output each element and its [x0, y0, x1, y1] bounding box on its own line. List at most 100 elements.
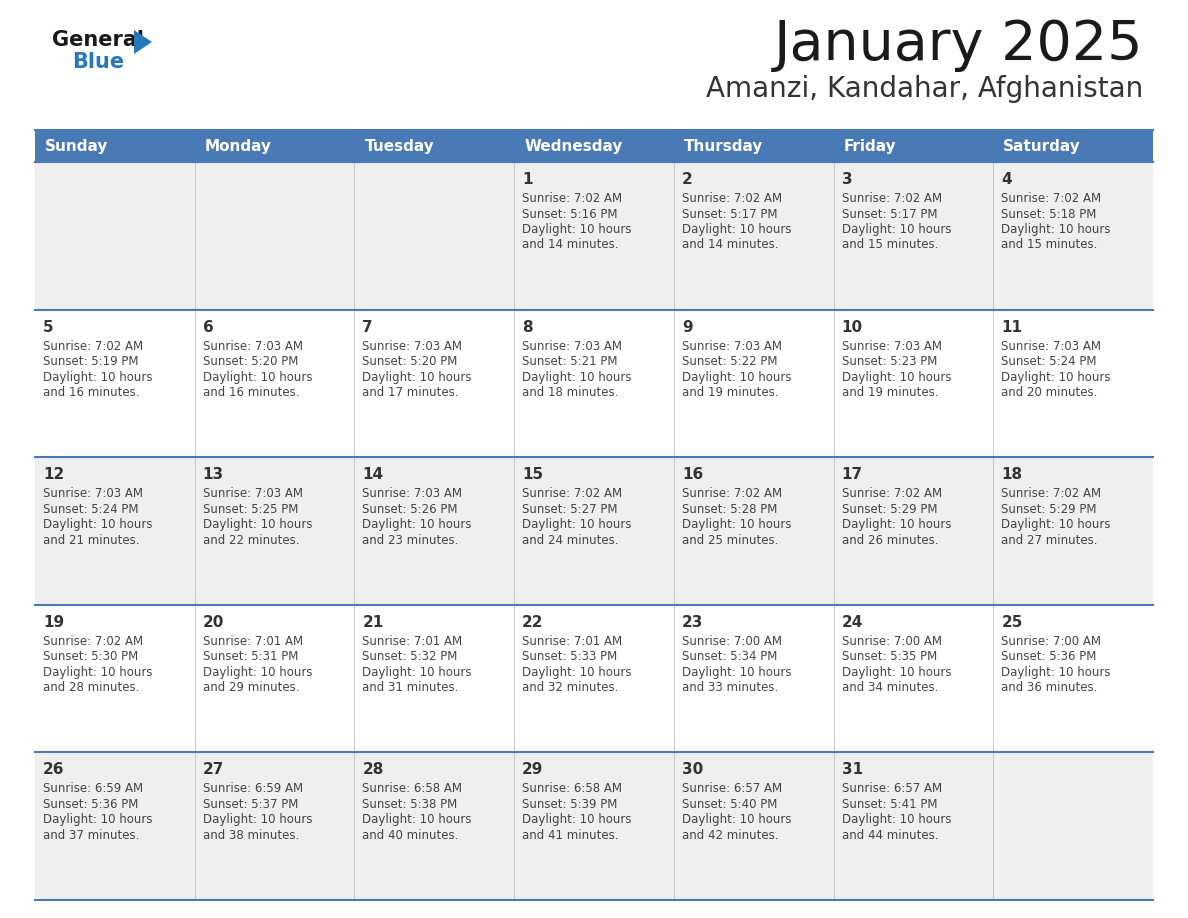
Text: and 23 minutes.: and 23 minutes.	[362, 533, 459, 547]
Text: 4: 4	[1001, 172, 1012, 187]
Bar	[34, 309, 1154, 457]
Text: Sunrise: 7:03 AM: Sunrise: 7:03 AM	[203, 340, 303, 353]
Text: Saturday: Saturday	[1004, 139, 1081, 153]
Text: Sunset: 5:17 PM: Sunset: 5:17 PM	[841, 207, 937, 220]
Text: Sunset: 5:24 PM: Sunset: 5:24 PM	[1001, 355, 1097, 368]
Text: Sunset: 5:19 PM: Sunset: 5:19 PM	[43, 355, 139, 368]
Text: and 41 minutes.: and 41 minutes.	[523, 829, 619, 842]
Text: Sunset: 5:21 PM: Sunset: 5:21 PM	[523, 355, 618, 368]
Text: Sunset: 5:22 PM: Sunset: 5:22 PM	[682, 355, 777, 368]
Text: 22: 22	[523, 615, 544, 630]
Text: and 17 minutes.: and 17 minutes.	[362, 386, 459, 399]
Text: Sunrise: 7:00 AM: Sunrise: 7:00 AM	[841, 635, 942, 648]
Text: Sunrise: 7:02 AM: Sunrise: 7:02 AM	[43, 635, 143, 648]
Text: Daylight: 10 hours: Daylight: 10 hours	[523, 371, 632, 384]
Text: Daylight: 10 hours: Daylight: 10 hours	[203, 371, 312, 384]
Text: Wednesday: Wednesday	[524, 139, 623, 153]
Text: and 29 minutes.: and 29 minutes.	[203, 681, 299, 694]
Text: Sunset: 5:36 PM: Sunset: 5:36 PM	[43, 798, 138, 811]
Text: Sunrise: 7:02 AM: Sunrise: 7:02 AM	[523, 487, 623, 500]
Text: Sunrise: 7:03 AM: Sunrise: 7:03 AM	[682, 340, 782, 353]
Text: Sunset: 5:20 PM: Sunset: 5:20 PM	[203, 355, 298, 368]
Text: Daylight: 10 hours: Daylight: 10 hours	[203, 518, 312, 532]
Text: Sunrise: 7:03 AM: Sunrise: 7:03 AM	[43, 487, 143, 500]
Text: Sunset: 5:36 PM: Sunset: 5:36 PM	[1001, 650, 1097, 664]
Text: Daylight: 10 hours: Daylight: 10 hours	[523, 223, 632, 236]
Text: Sunrise: 7:03 AM: Sunrise: 7:03 AM	[362, 340, 462, 353]
Text: 28: 28	[362, 763, 384, 778]
Text: Thursday: Thursday	[684, 139, 763, 153]
Text: Daylight: 10 hours: Daylight: 10 hours	[682, 518, 791, 532]
Text: 26: 26	[43, 763, 64, 778]
Bar	[34, 753, 1154, 900]
Text: Sunrise: 6:58 AM: Sunrise: 6:58 AM	[362, 782, 462, 795]
Text: 19: 19	[43, 615, 64, 630]
Text: 20: 20	[203, 615, 225, 630]
Text: Daylight: 10 hours: Daylight: 10 hours	[523, 666, 632, 678]
Text: Daylight: 10 hours: Daylight: 10 hours	[43, 813, 152, 826]
Text: Amanzi, Kandahar, Afghanistan: Amanzi, Kandahar, Afghanistan	[706, 75, 1143, 103]
Text: and 28 minutes.: and 28 minutes.	[43, 681, 139, 694]
Text: Daylight: 10 hours: Daylight: 10 hours	[682, 666, 791, 678]
Text: 10: 10	[841, 319, 862, 334]
Text: Sunset: 5:31 PM: Sunset: 5:31 PM	[203, 650, 298, 664]
Text: Sunset: 5:37 PM: Sunset: 5:37 PM	[203, 798, 298, 811]
Text: Sunrise: 7:01 AM: Sunrise: 7:01 AM	[362, 635, 462, 648]
Text: Sunrise: 6:57 AM: Sunrise: 6:57 AM	[841, 782, 942, 795]
Text: Sunset: 5:29 PM: Sunset: 5:29 PM	[841, 503, 937, 516]
Text: 15: 15	[523, 467, 543, 482]
Text: Daylight: 10 hours: Daylight: 10 hours	[1001, 518, 1111, 532]
Text: and 26 minutes.: and 26 minutes.	[841, 533, 939, 547]
Text: Sunset: 5:20 PM: Sunset: 5:20 PM	[362, 355, 457, 368]
Text: and 37 minutes.: and 37 minutes.	[43, 829, 139, 842]
Text: Sunrise: 7:02 AM: Sunrise: 7:02 AM	[682, 487, 782, 500]
Text: Tuesday: Tuesday	[365, 139, 434, 153]
Text: Daylight: 10 hours: Daylight: 10 hours	[362, 371, 472, 384]
Text: Sunrise: 7:02 AM: Sunrise: 7:02 AM	[43, 340, 143, 353]
Text: Sunrise: 7:02 AM: Sunrise: 7:02 AM	[841, 487, 942, 500]
Text: Daylight: 10 hours: Daylight: 10 hours	[43, 666, 152, 678]
Text: 13: 13	[203, 467, 223, 482]
Text: Sunrise: 7:02 AM: Sunrise: 7:02 AM	[841, 192, 942, 205]
Text: Daylight: 10 hours: Daylight: 10 hours	[43, 518, 152, 532]
Text: Sunset: 5:18 PM: Sunset: 5:18 PM	[1001, 207, 1097, 220]
Text: and 24 minutes.: and 24 minutes.	[523, 533, 619, 547]
Text: Sunset: 5:41 PM: Sunset: 5:41 PM	[841, 798, 937, 811]
Text: Sunset: 5:34 PM: Sunset: 5:34 PM	[682, 650, 777, 664]
Text: Sunday: Sunday	[45, 139, 108, 153]
Text: Sunrise: 7:00 AM: Sunrise: 7:00 AM	[1001, 635, 1101, 648]
Text: and 19 minutes.: and 19 minutes.	[682, 386, 778, 399]
Text: Sunrise: 7:01 AM: Sunrise: 7:01 AM	[523, 635, 623, 648]
Text: Sunset: 5:32 PM: Sunset: 5:32 PM	[362, 650, 457, 664]
Text: Sunset: 5:17 PM: Sunset: 5:17 PM	[682, 207, 777, 220]
Text: and 34 minutes.: and 34 minutes.	[841, 681, 939, 694]
Text: Sunrise: 7:03 AM: Sunrise: 7:03 AM	[523, 340, 623, 353]
Text: Blue: Blue	[72, 52, 124, 72]
Text: and 14 minutes.: and 14 minutes.	[523, 239, 619, 252]
Text: Sunset: 5:27 PM: Sunset: 5:27 PM	[523, 503, 618, 516]
Text: Sunrise: 7:01 AM: Sunrise: 7:01 AM	[203, 635, 303, 648]
Text: Daylight: 10 hours: Daylight: 10 hours	[362, 666, 472, 678]
Text: 9: 9	[682, 319, 693, 334]
Text: Friday: Friday	[843, 139, 896, 153]
Text: Daylight: 10 hours: Daylight: 10 hours	[1001, 666, 1111, 678]
Text: Daylight: 10 hours: Daylight: 10 hours	[523, 518, 632, 532]
Text: 31: 31	[841, 763, 862, 778]
Text: Daylight: 10 hours: Daylight: 10 hours	[43, 371, 152, 384]
Text: 21: 21	[362, 615, 384, 630]
Text: Sunrise: 6:57 AM: Sunrise: 6:57 AM	[682, 782, 782, 795]
Text: 12: 12	[43, 467, 64, 482]
Text: and 40 minutes.: and 40 minutes.	[362, 829, 459, 842]
Text: 25: 25	[1001, 615, 1023, 630]
Text: Sunset: 5:28 PM: Sunset: 5:28 PM	[682, 503, 777, 516]
Text: Sunset: 5:39 PM: Sunset: 5:39 PM	[523, 798, 618, 811]
Text: 8: 8	[523, 319, 532, 334]
Text: Sunrise: 7:02 AM: Sunrise: 7:02 AM	[1001, 487, 1101, 500]
Text: Daylight: 10 hours: Daylight: 10 hours	[841, 223, 952, 236]
Text: Sunset: 5:40 PM: Sunset: 5:40 PM	[682, 798, 777, 811]
Text: Sunrise: 7:02 AM: Sunrise: 7:02 AM	[523, 192, 623, 205]
Bar	[34, 130, 1154, 162]
Text: Daylight: 10 hours: Daylight: 10 hours	[362, 813, 472, 826]
Text: 23: 23	[682, 615, 703, 630]
Text: Sunset: 5:29 PM: Sunset: 5:29 PM	[1001, 503, 1097, 516]
